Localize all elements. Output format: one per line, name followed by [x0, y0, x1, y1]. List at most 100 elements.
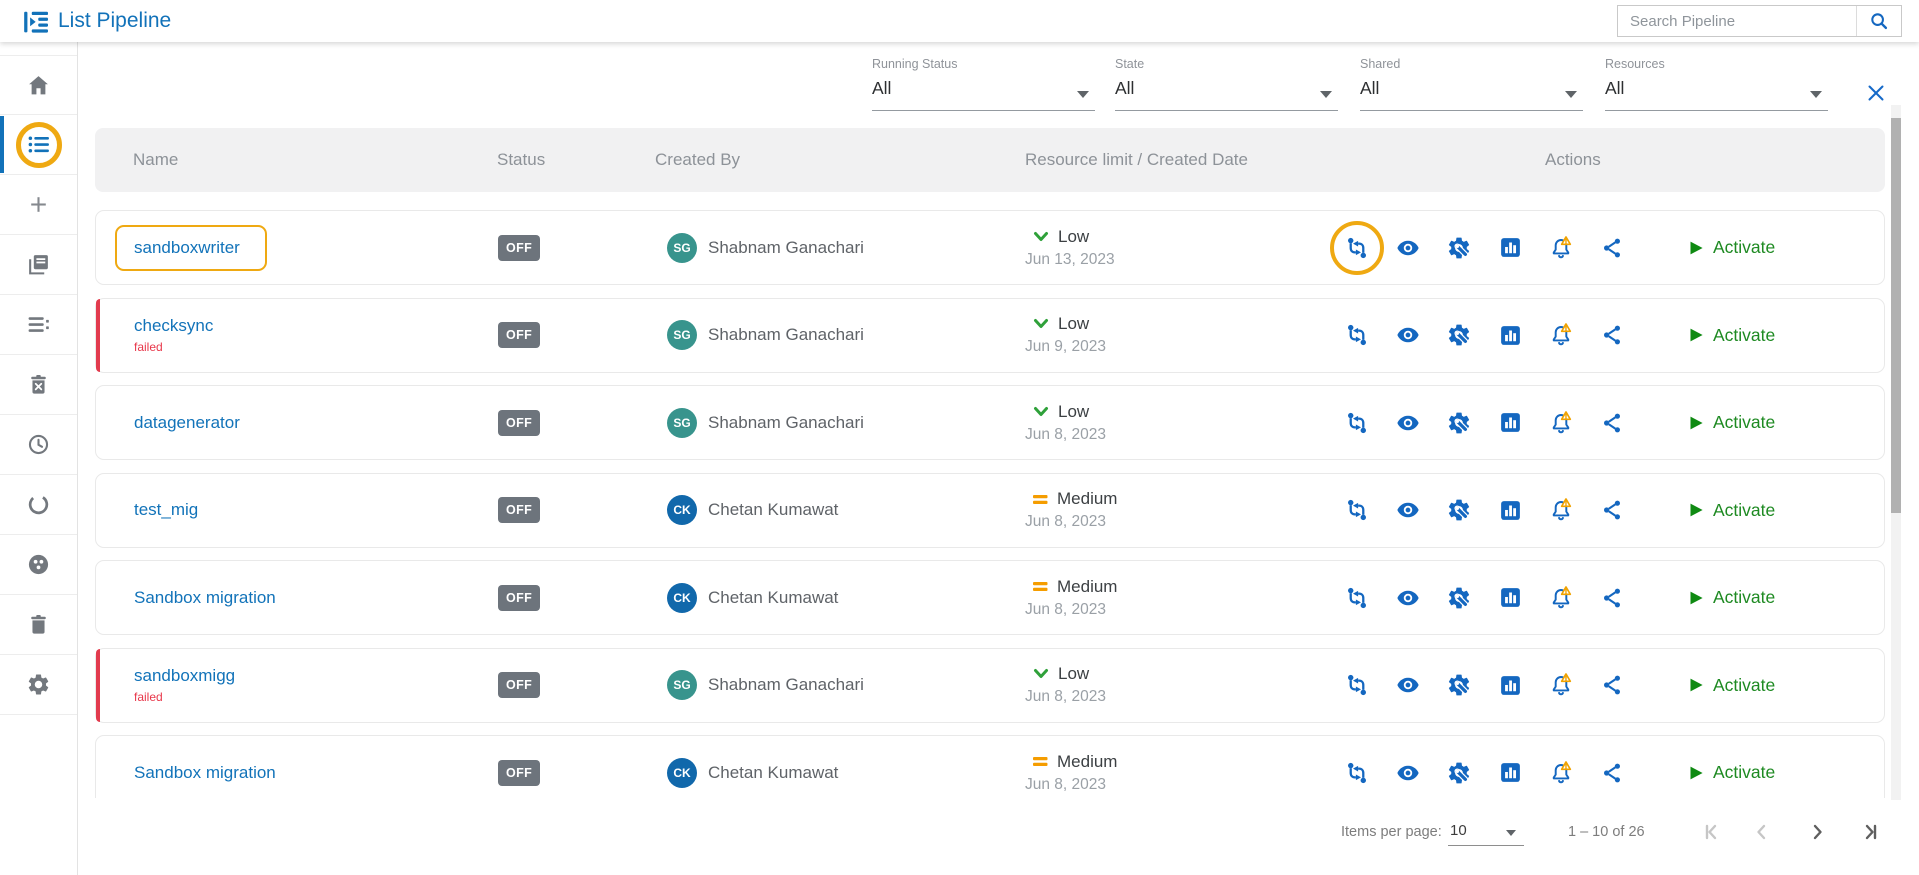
- pipeline-flow-icon[interactable]: [1344, 235, 1370, 261]
- actions-cell: Activate: [1344, 235, 1775, 261]
- sidebar-item-settings[interactable]: [0, 655, 77, 715]
- share-icon[interactable]: [1599, 497, 1625, 523]
- settings-gear-icon: [26, 672, 51, 697]
- sidebar-item-delete[interactable]: [0, 595, 77, 655]
- sidebar-item-refresh[interactable]: [0, 475, 77, 535]
- share-icon[interactable]: [1599, 672, 1625, 698]
- pipeline-name-link[interactable]: test_mig: [134, 500, 198, 520]
- created-by-cell: CK Chetan Kumawat: [667, 758, 838, 788]
- configure-gear-wrench-icon[interactable]: [1446, 497, 1472, 523]
- pipeline-name-link[interactable]: sandboxwriter: [134, 238, 240, 258]
- pipeline-name-link[interactable]: checksync: [134, 316, 213, 336]
- first-page-button[interactable]: [1699, 819, 1725, 845]
- resource-low-icon: [1032, 667, 1050, 681]
- search-button[interactable]: [1856, 6, 1901, 36]
- alert-bell-icon[interactable]: [1548, 672, 1574, 698]
- resource-limit-label: Medium: [1057, 489, 1117, 509]
- view-eye-icon[interactable]: [1395, 410, 1421, 436]
- view-eye-icon[interactable]: [1395, 585, 1421, 611]
- view-eye-icon[interactable]: [1395, 235, 1421, 261]
- analytics-bar-chart-icon[interactable]: [1497, 497, 1523, 523]
- view-eye-icon[interactable]: [1395, 672, 1421, 698]
- items-per-page-select[interactable]: 10: [1448, 816, 1524, 846]
- filter-shared[interactable]: Shared All: [1360, 57, 1583, 111]
- alert-bell-icon[interactable]: [1548, 235, 1574, 261]
- view-eye-icon[interactable]: [1395, 760, 1421, 786]
- analytics-bar-chart-icon[interactable]: [1497, 322, 1523, 348]
- analytics-bar-chart-icon[interactable]: [1497, 672, 1523, 698]
- resource-medium-icon: [1032, 493, 1049, 506]
- sidebar-item-copies[interactable]: [0, 235, 77, 295]
- analytics-bar-chart-icon[interactable]: [1497, 760, 1523, 786]
- pipeline-flow-icon[interactable]: [1344, 672, 1370, 698]
- activate-button[interactable]: Activate: [1686, 762, 1775, 783]
- activate-button[interactable]: Activate: [1686, 675, 1775, 696]
- pipeline-name-link[interactable]: sandboxmigg: [134, 666, 235, 686]
- last-page-button[interactable]: [1857, 819, 1883, 845]
- analytics-bar-chart-icon[interactable]: [1497, 585, 1523, 611]
- analytics-bar-chart-icon[interactable]: [1497, 235, 1523, 261]
- scrollbar-thumb[interactable]: [1891, 118, 1901, 513]
- share-icon[interactable]: [1599, 760, 1625, 786]
- pipeline-flow-icon[interactable]: [1344, 322, 1370, 348]
- pipeline-flow-icon[interactable]: [1344, 410, 1370, 436]
- sidebar-item-history[interactable]: [0, 415, 77, 475]
- close-icon: [1864, 81, 1888, 105]
- pipeline-name-link[interactable]: Sandbox migration: [134, 763, 276, 783]
- alert-bell-icon[interactable]: [1548, 410, 1574, 436]
- avatar: SG: [667, 233, 697, 263]
- sidebar-item-cluster[interactable]: [0, 535, 77, 595]
- filter-state[interactable]: State All: [1115, 57, 1338, 111]
- share-icon[interactable]: [1599, 410, 1625, 436]
- list-details-icon: [26, 312, 51, 337]
- configure-gear-wrench-icon[interactable]: [1446, 235, 1472, 261]
- sidebar-item-add[interactable]: [0, 175, 77, 235]
- sidebar-item-trash-clear[interactable]: [0, 355, 77, 415]
- pipeline-flow-icon[interactable]: [1344, 497, 1370, 523]
- view-eye-icon[interactable]: [1395, 497, 1421, 523]
- activate-button[interactable]: Activate: [1686, 325, 1775, 346]
- activate-button[interactable]: Activate: [1686, 587, 1775, 608]
- activate-button[interactable]: Activate: [1686, 412, 1775, 433]
- search-input[interactable]: [1618, 6, 1856, 36]
- alert-bell-icon[interactable]: [1548, 322, 1574, 348]
- alert-bell-icon[interactable]: [1548, 760, 1574, 786]
- filter-running-status[interactable]: Running Status All: [872, 57, 1095, 111]
- activate-button[interactable]: Activate: [1686, 237, 1775, 258]
- configure-gear-wrench-icon[interactable]: [1446, 410, 1472, 436]
- resource-cell: Low Jun 8, 2023: [1025, 664, 1106, 706]
- pipeline-name-cell: sandboxwriter: [134, 238, 240, 258]
- table-row: Sandbox migration OFF CK Chetan Kumawat …: [95, 560, 1885, 635]
- share-icon[interactable]: [1599, 585, 1625, 611]
- close-filters-button[interactable]: [1862, 79, 1890, 107]
- configure-gear-wrench-icon[interactable]: [1446, 672, 1472, 698]
- first-page-icon: [1700, 820, 1724, 844]
- pagination-range: 1 – 10 of 26: [1568, 824, 1645, 840]
- configure-gear-wrench-icon[interactable]: [1446, 585, 1472, 611]
- items-per-page-label: Items per page:: [1341, 824, 1442, 840]
- next-page-button[interactable]: [1804, 819, 1830, 845]
- pipeline-flow-icon[interactable]: [1344, 585, 1370, 611]
- avatar: CK: [667, 495, 697, 525]
- pipeline-name-link[interactable]: Sandbox migration: [134, 588, 276, 608]
- configure-gear-wrench-icon[interactable]: [1446, 322, 1472, 348]
- status-badge: OFF: [498, 235, 540, 261]
- activate-button[interactable]: Activate: [1686, 500, 1775, 521]
- pipeline-flow-icon[interactable]: [1344, 760, 1370, 786]
- configure-gear-wrench-icon[interactable]: [1446, 760, 1472, 786]
- previous-page-button[interactable]: [1749, 819, 1775, 845]
- play-icon: [1686, 501, 1704, 519]
- sidebar-item-list-details[interactable]: [0, 295, 77, 355]
- alert-bell-icon[interactable]: [1548, 585, 1574, 611]
- pipeline-name-link[interactable]: datagenerator: [134, 413, 240, 433]
- filter-resources[interactable]: Resources All: [1605, 57, 1828, 111]
- sidebar-item-home[interactable]: [0, 55, 77, 115]
- alert-bell-icon[interactable]: [1548, 497, 1574, 523]
- sidebar-item-pipeline-list[interactable]: [0, 115, 77, 175]
- share-icon[interactable]: [1599, 322, 1625, 348]
- view-eye-icon[interactable]: [1395, 322, 1421, 348]
- share-icon[interactable]: [1599, 235, 1625, 261]
- actions-cell: Activate: [1344, 322, 1775, 348]
- resource-low-icon: [1032, 317, 1050, 331]
- analytics-bar-chart-icon[interactable]: [1497, 410, 1523, 436]
